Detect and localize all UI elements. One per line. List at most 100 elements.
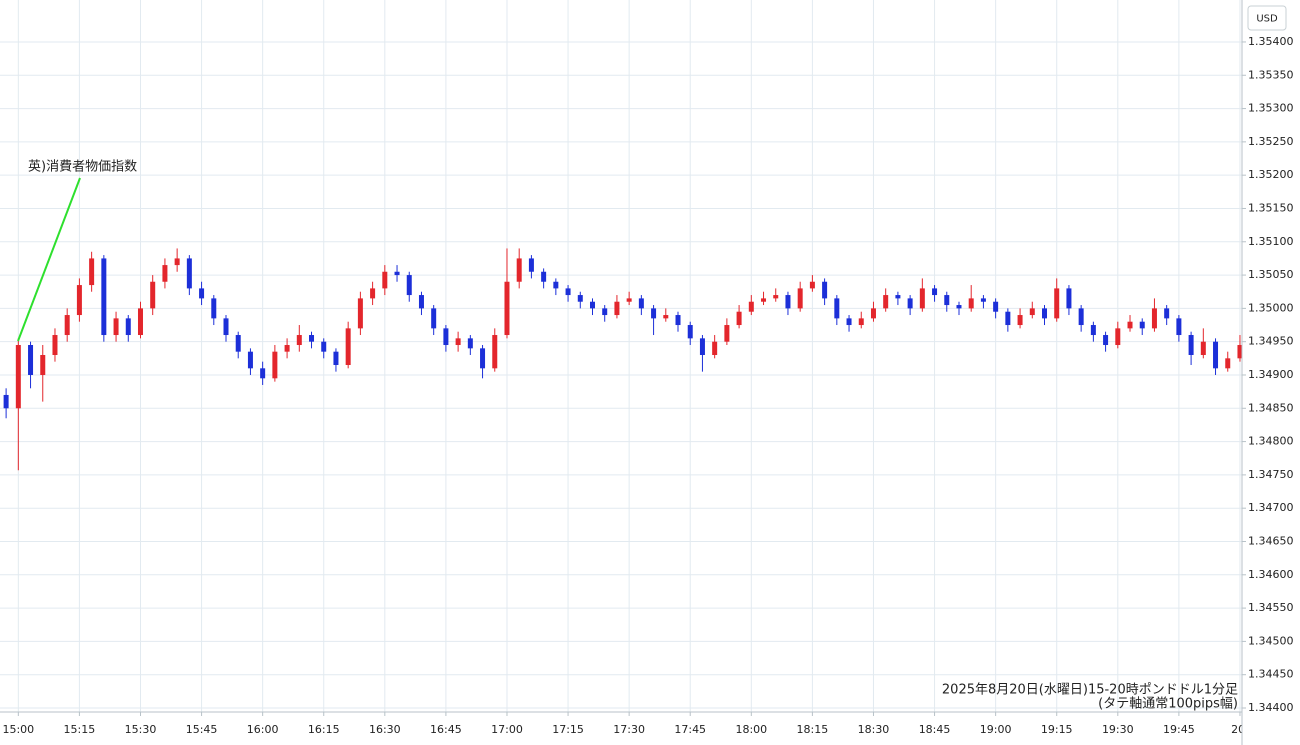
candle-body bbox=[89, 258, 95, 286]
candle-body bbox=[858, 318, 864, 326]
candle-body bbox=[1017, 315, 1023, 326]
x-axis: 15:00 15:15 15:30 15:45 16:00 16:15 16:30 16:45… bbox=[2, 712, 1242, 736]
candle-body bbox=[834, 298, 840, 319]
annotation: 英)消費者物価指数 bbox=[28, 160, 137, 175]
x-tick-label: 19:15 bbox=[1041, 723, 1073, 736]
candle-body bbox=[626, 298, 632, 302]
y-tick-label: 1.35100 bbox=[1248, 235, 1294, 248]
x-tick-label: 19:45 bbox=[1163, 723, 1195, 736]
y-tick-label: 1.35300 bbox=[1248, 102, 1294, 115]
candle-body bbox=[272, 351, 278, 379]
candle-body bbox=[284, 345, 290, 352]
candle-body bbox=[1078, 308, 1084, 326]
candle-body bbox=[528, 258, 534, 272]
x-tick-label: 19:30 bbox=[1102, 723, 1134, 736]
x-tick-label: 16:15 bbox=[308, 723, 340, 736]
candle-body bbox=[1066, 288, 1072, 309]
caption: 2025年8月20日(水曜日)15-20時ポンドドル1分足 bbox=[942, 683, 1238, 698]
candle-body bbox=[467, 338, 473, 349]
x-tick-label: 19:00 bbox=[980, 723, 1012, 736]
candle-body bbox=[761, 298, 767, 302]
currency: USD bbox=[1256, 14, 1278, 25]
candle-body bbox=[1115, 328, 1121, 346]
x-tick-label: 17:15 bbox=[552, 723, 584, 736]
x-tick-label: 16:30 bbox=[369, 723, 401, 736]
candle-body bbox=[150, 281, 156, 309]
candle-body bbox=[748, 301, 754, 312]
candle-body bbox=[944, 295, 950, 306]
x-tick-label: 17:00 bbox=[491, 723, 523, 736]
y-tick-label: 1.34800 bbox=[1248, 435, 1294, 448]
candle-body bbox=[565, 288, 571, 296]
candle-body bbox=[443, 328, 449, 346]
candle-body bbox=[516, 258, 522, 282]
x-tick-label: 17:30 bbox=[613, 723, 645, 736]
candle-body bbox=[40, 355, 46, 375]
candle-body bbox=[651, 308, 657, 319]
candle-body bbox=[687, 325, 693, 339]
candle-body bbox=[137, 308, 143, 336]
candle-body bbox=[1164, 308, 1170, 319]
grid bbox=[0, 0, 1242, 712]
candle-body bbox=[101, 258, 107, 336]
x-tick-label: 16:45 bbox=[430, 723, 462, 736]
candle-body bbox=[296, 335, 302, 346]
currency-box bbox=[1247, 5, 1287, 31]
y-tick-label: 1.35350 bbox=[1248, 68, 1294, 81]
candle-body bbox=[602, 308, 608, 316]
y-tick-label: 1.34850 bbox=[1248, 401, 1294, 414]
candle-body bbox=[699, 338, 705, 356]
candle-body bbox=[162, 265, 168, 282]
x-tick-label: 18:15 bbox=[797, 723, 829, 736]
candle-body bbox=[675, 315, 681, 326]
candle-body bbox=[28, 345, 34, 375]
y-tick-label: 1.35150 bbox=[1248, 201, 1294, 214]
y-tick-label: 1.35050 bbox=[1248, 268, 1294, 281]
candle-body bbox=[1200, 341, 1206, 356]
y-tick-label: 1.34900 bbox=[1248, 368, 1294, 381]
y-tick-label: 1.34450 bbox=[1248, 668, 1294, 681]
candle-body bbox=[883, 295, 889, 309]
candle-body bbox=[1005, 311, 1011, 326]
candle-body bbox=[724, 325, 730, 342]
candle-body bbox=[773, 295, 779, 299]
candle-body bbox=[553, 281, 559, 289]
candle-body bbox=[919, 288, 925, 309]
candle-body bbox=[113, 318, 119, 336]
candle-body bbox=[406, 275, 412, 296]
candle-body bbox=[309, 335, 315, 342]
candle-body bbox=[907, 298, 913, 309]
candle-body bbox=[15, 345, 21, 409]
candle-body bbox=[211, 298, 217, 319]
candle-body bbox=[418, 295, 424, 309]
y-tick-label: 1.34650 bbox=[1248, 534, 1294, 547]
candle-body bbox=[1103, 335, 1109, 346]
candle-body bbox=[247, 351, 253, 369]
candle-body bbox=[846, 318, 852, 326]
candle-body bbox=[357, 298, 363, 329]
candle-body bbox=[589, 301, 595, 309]
candle-body bbox=[235, 335, 241, 352]
candle-body bbox=[541, 271, 547, 282]
x-tick-label: 15:15 bbox=[64, 723, 96, 736]
candle-body bbox=[1139, 321, 1145, 329]
y-tick-label: 1.34950 bbox=[1248, 335, 1294, 348]
y-tick-label: 1.34600 bbox=[1248, 568, 1294, 581]
candle-body bbox=[577, 295, 583, 302]
candle-body bbox=[785, 295, 791, 309]
candle-body bbox=[345, 328, 351, 365]
candle-body bbox=[199, 288, 205, 299]
candle-body bbox=[223, 318, 229, 336]
candle-body bbox=[614, 301, 620, 316]
y-tick-label: 1.35000 bbox=[1248, 301, 1294, 314]
candle-body bbox=[480, 348, 486, 369]
candle-body bbox=[260, 368, 266, 379]
candle-body bbox=[932, 288, 938, 296]
candle-body bbox=[736, 311, 742, 326]
candle-body bbox=[822, 281, 828, 299]
candle-body bbox=[1127, 321, 1133, 329]
candle-body bbox=[1213, 341, 1219, 369]
y-tick-label: 1.35200 bbox=[1248, 168, 1294, 181]
candle-body bbox=[370, 288, 376, 299]
